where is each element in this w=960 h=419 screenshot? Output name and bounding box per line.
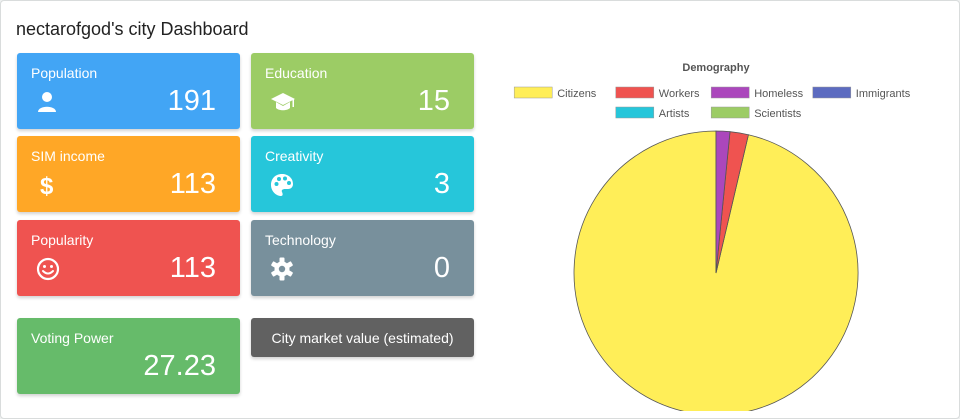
legend-label: Artists <box>659 108 690 120</box>
population-value: 191 <box>167 85 216 117</box>
legend-swatch <box>812 86 852 99</box>
popularity-value: 113 <box>169 252 216 284</box>
pie-slices <box>573 130 859 416</box>
demography-chart: Demography Citizens Workers Homeless Immigr… <box>501 51 941 416</box>
legend-swatch <box>513 86 553 99</box>
chart-title: Demography <box>682 62 750 74</box>
legend-swatch <box>615 86 655 99</box>
chart-legend: Citizens Workers Homeless Immigrants Artists… <box>513 86 911 120</box>
user-icon <box>38 92 56 112</box>
city-market-value-button[interactable]: City market value (estimated) <box>251 318 474 357</box>
education-label: Education <box>265 65 328 81</box>
sim-income-label: SIM income <box>31 148 105 164</box>
voting-power-label: Voting Power <box>31 330 114 346</box>
creativity-card: Creativity 3 <box>251 136 474 212</box>
legend-item-immigrants[interactable]: Immigrants <box>812 86 911 100</box>
education-value: 15 <box>417 85 450 117</box>
popularity-label: Popularity <box>31 232 94 248</box>
smile-icon <box>36 257 60 281</box>
demography-pie-svg: Demography Citizens Workers Homeless Immigr… <box>513 62 911 416</box>
voting-power-value: 27.23 <box>143 350 216 382</box>
legend-item-citizens[interactable]: Citizens <box>513 86 597 100</box>
education-card: Education 15 <box>251 53 474 129</box>
technology-value: 0 <box>433 252 450 284</box>
creativity-label: Creativity <box>265 148 324 164</box>
technology-label: Technology <box>265 232 336 248</box>
palette-icon <box>271 174 293 196</box>
legend-label: Scientists <box>754 108 802 120</box>
legend-label: Citizens <box>557 88 597 100</box>
legend-item-homeless[interactable]: Homeless <box>710 86 804 100</box>
pie-slice-homeless[interactable] <box>715 130 731 274</box>
popularity-card: Popularity 113 <box>17 220 240 296</box>
legend-label: Homeless <box>754 88 803 100</box>
legend-swatch <box>710 106 750 119</box>
creativity-value: 3 <box>433 168 450 200</box>
page-title: nectarofgod's city Dashboard <box>16 19 249 39</box>
population-label: Population <box>31 65 98 81</box>
sim-income-value: 113 <box>169 168 216 200</box>
dollar-icon: $ <box>40 173 54 198</box>
legend-item-workers[interactable]: Workers <box>615 86 700 100</box>
legend-label: Workers <box>659 88 700 100</box>
svg-text:$: $ <box>40 173 54 198</box>
legend-swatch <box>615 106 655 119</box>
gear-icon <box>271 257 293 281</box>
legend-item-artists[interactable]: Artists <box>615 106 690 120</box>
legend-item-scientists[interactable]: Scientists <box>710 106 802 120</box>
legend-label: Immigrants <box>856 88 911 100</box>
technology-card: Technology 0 <box>251 220 474 296</box>
sim-income-card: SIM income $ 113 <box>17 136 240 212</box>
legend-swatch <box>710 86 750 99</box>
population-card: Population 191 <box>17 53 240 129</box>
voting-power-card: Voting Power 27.23 <box>17 318 240 394</box>
graduation-cap-icon <box>271 93 295 111</box>
